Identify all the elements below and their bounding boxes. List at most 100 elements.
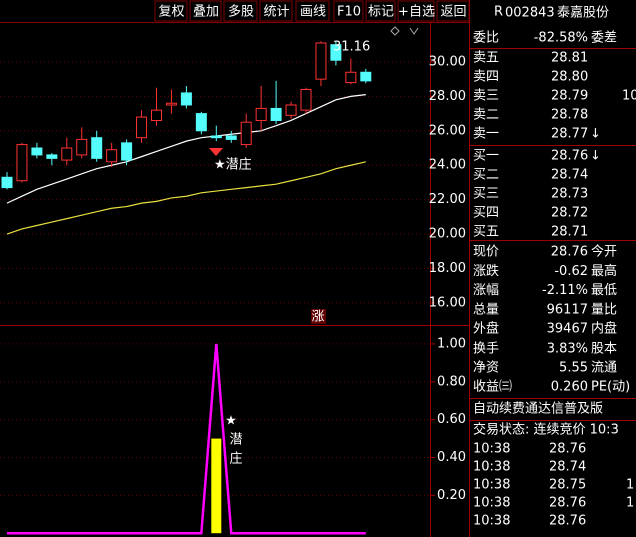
stat-value: 39467 bbox=[547, 322, 588, 337]
toolbar-label: 多股 bbox=[228, 4, 254, 20]
stat-label: 最低 bbox=[591, 283, 617, 298]
y-tick-label: 0.20 bbox=[437, 488, 466, 503]
trade-price: 28.76 bbox=[549, 442, 586, 457]
candle-body bbox=[270, 107, 282, 121]
candle-body bbox=[121, 142, 133, 161]
toolbar-button[interactable] bbox=[189, 0, 222, 22]
y-tick-label: 22.00 bbox=[429, 192, 466, 207]
candle-body bbox=[46, 154, 58, 159]
book-price: 28.77 bbox=[551, 127, 588, 142]
y-tick-label: 24.00 bbox=[429, 158, 466, 173]
y-tick-label: 0.60 bbox=[437, 412, 466, 427]
book-price: 28.74 bbox=[551, 168, 588, 183]
stat-label: 总量 bbox=[473, 302, 499, 317]
stat-label: 外盘 bbox=[473, 321, 499, 337]
candle-body bbox=[330, 44, 342, 61]
trade-time: 10:38 bbox=[473, 496, 510, 511]
toolbar-label: +自选 bbox=[398, 5, 435, 20]
signal-text: 潜 bbox=[229, 433, 242, 448]
signal-text: 庄 bbox=[229, 451, 242, 467]
toolbar-button[interactable] bbox=[295, 0, 330, 22]
toolbar-button[interactable] bbox=[223, 0, 258, 22]
stat-label: PE(动) bbox=[591, 380, 630, 395]
toolbar-button[interactable] bbox=[397, 0, 435, 22]
book-label: 卖五 bbox=[473, 51, 499, 66]
y-tick-label: 20.00 bbox=[429, 227, 466, 242]
candle-body bbox=[151, 109, 162, 121]
stat-label: 流通 bbox=[591, 361, 617, 376]
trade-price: 28.76 bbox=[549, 496, 586, 511]
trade-volume: 1 bbox=[626, 496, 634, 511]
toolbar-button[interactable] bbox=[436, 0, 470, 22]
stat-label: 换手 bbox=[473, 342, 499, 357]
stat-label: 收益㈢ bbox=[473, 380, 512, 395]
candle-body bbox=[315, 42, 327, 80]
y-tick-label: 16.00 bbox=[429, 295, 466, 310]
book-label: 买二 bbox=[473, 168, 499, 183]
stat-value: 3.83% bbox=[547, 342, 588, 357]
moving-average bbox=[6, 94, 366, 204]
trade-price: 28.74 bbox=[549, 460, 586, 475]
stat-value: 96117 bbox=[547, 302, 588, 317]
toolbar-label: 标记 bbox=[368, 5, 394, 20]
candle-body bbox=[255, 107, 267, 121]
candle-body bbox=[210, 135, 222, 139]
book-price: 28.80 bbox=[551, 70, 588, 85]
stat-label: 内盘 bbox=[591, 321, 617, 337]
trade-time: 10:38 bbox=[473, 460, 510, 475]
y-tick-label: 1.00 bbox=[437, 336, 466, 351]
book-price: 28.78 bbox=[551, 108, 588, 123]
stat-value: 28.76 bbox=[551, 245, 588, 260]
stock-name: 泰嘉股份 bbox=[557, 6, 609, 21]
book-label: 卖三 bbox=[473, 89, 499, 104]
row-label: 委比 bbox=[473, 31, 499, 46]
signal-star: ★ bbox=[225, 414, 237, 429]
stat-value: 0.260 bbox=[551, 380, 588, 395]
toolbar-label: 统计 bbox=[263, 5, 289, 20]
y-tick-label: 0.80 bbox=[437, 374, 466, 389]
candle-body bbox=[360, 71, 372, 82]
stat-label: 量比 bbox=[591, 302, 617, 317]
high-label: 31.16 bbox=[333, 40, 370, 55]
book-label: 买五 bbox=[473, 225, 499, 240]
y-tick-label: 26.00 bbox=[429, 123, 466, 138]
indicator-line bbox=[7, 343, 366, 535]
stat-label: 最高 bbox=[591, 263, 617, 279]
y-tick-label: 0.40 bbox=[437, 450, 466, 465]
banner[interactable]: 自动续费通达信普及版 bbox=[473, 402, 603, 417]
up-badge bbox=[311, 309, 326, 324]
y-tick-label: 30.00 bbox=[429, 54, 466, 69]
candle-body bbox=[345, 71, 357, 84]
trade-time: 10:38 bbox=[473, 442, 510, 457]
y-tick-label: 28.00 bbox=[429, 89, 466, 104]
book-label: 买四 bbox=[473, 206, 499, 221]
candle-body bbox=[180, 92, 192, 106]
candle-body bbox=[165, 102, 177, 106]
toolbar-button[interactable] bbox=[259, 0, 293, 22]
flag: R bbox=[494, 5, 503, 20]
candle-body bbox=[240, 121, 252, 146]
icon bbox=[390, 26, 400, 36]
toolbar-button[interactable] bbox=[365, 0, 396, 22]
book-arrow: ↓ bbox=[590, 127, 601, 142]
book-volume: 10 bbox=[622, 89, 636, 104]
candle-body bbox=[195, 113, 207, 132]
candle-body bbox=[285, 104, 297, 116]
toolbar-button[interactable] bbox=[333, 0, 364, 22]
signal-icon bbox=[209, 148, 223, 156]
up-label: 涨 bbox=[311, 310, 324, 325]
candle-body bbox=[136, 116, 148, 139]
book-label: 卖四 bbox=[473, 70, 499, 85]
book-label: 卖一 bbox=[473, 127, 499, 142]
candle-body bbox=[76, 138, 88, 156]
y-tick-label: 18.00 bbox=[429, 261, 466, 276]
trade-time: 10:38 bbox=[473, 514, 510, 529]
toolbar-button[interactable] bbox=[154, 0, 188, 22]
book-arrow: ↓ bbox=[590, 149, 601, 164]
bar bbox=[211, 438, 222, 534]
book-label: 卖二 bbox=[473, 108, 499, 123]
book-price: 28.81 bbox=[551, 51, 588, 66]
